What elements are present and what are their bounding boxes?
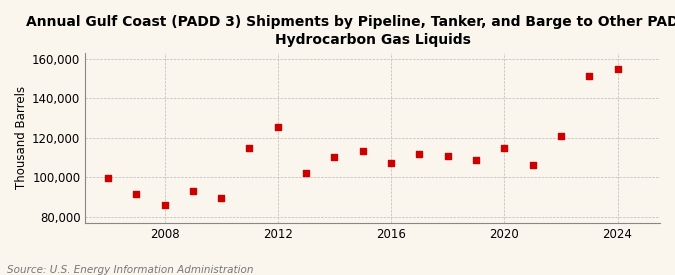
Y-axis label: Thousand Barrels: Thousand Barrels [15, 86, 28, 189]
Point [385, 160, 396, 165]
Point [300, 171, 311, 176]
Point [188, 189, 198, 193]
Text: Source: U.S. Energy Information Administration: Source: U.S. Energy Information Administ… [7, 265, 253, 275]
Point [556, 134, 566, 138]
Point [103, 176, 113, 181]
Point [499, 145, 510, 150]
Point [131, 192, 142, 196]
Point [329, 154, 340, 159]
Title: Annual Gulf Coast (PADD 3) Shipments by Pipeline, Tanker, and Barge to Other PAD: Annual Gulf Coast (PADD 3) Shipments by … [26, 15, 675, 47]
Point [527, 162, 538, 167]
Point [612, 66, 623, 71]
Point [470, 157, 481, 162]
Point [216, 196, 227, 200]
Point [244, 145, 255, 150]
Point [442, 153, 453, 158]
Point [414, 152, 425, 156]
Point [273, 125, 284, 129]
Point [584, 74, 595, 79]
Point [357, 148, 368, 153]
Point [159, 203, 170, 207]
